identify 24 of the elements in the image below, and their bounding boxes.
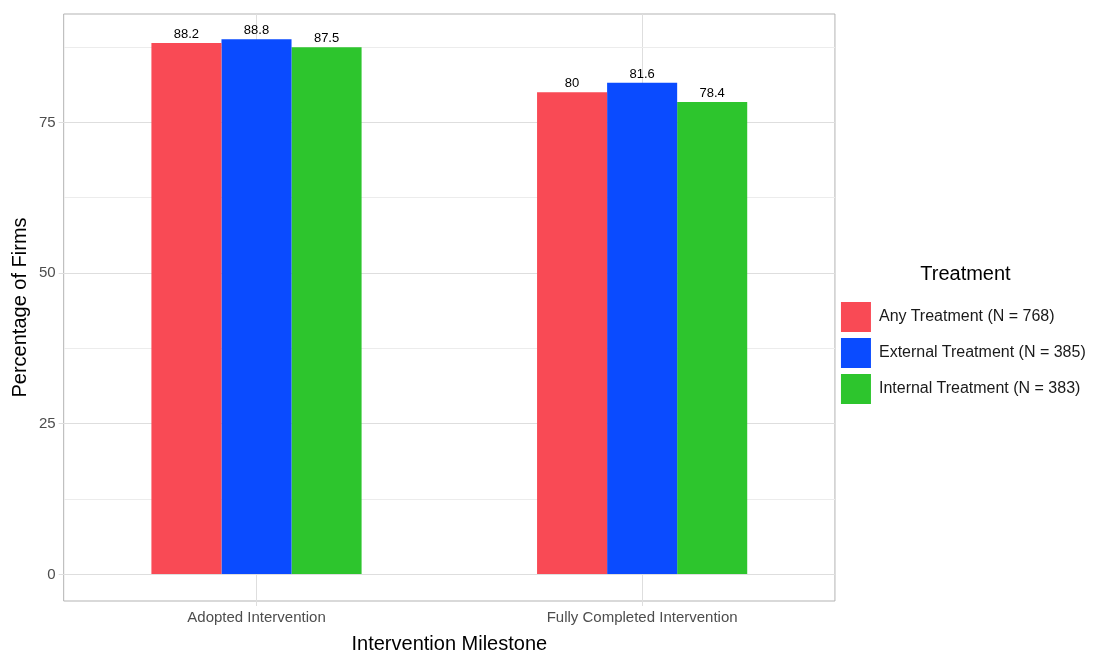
x-axis-title: Intervention Milestone [351, 631, 548, 654]
bar [291, 47, 362, 574]
y-tick-label: 0 [47, 564, 56, 582]
data-label: 88.2 [173, 26, 200, 42]
data-label: 78.4 [699, 85, 725, 101]
y-tick-label: 50 [39, 263, 56, 281]
bar [607, 82, 678, 574]
data-label: 81.6 [629, 65, 655, 81]
bar [151, 42, 222, 574]
bar [221, 39, 292, 574]
x-tick-label: Adopted Intervention [187, 608, 326, 626]
x-tick-label: Fully Completed Intervention [546, 608, 738, 626]
data-label: 88.8 [243, 22, 270, 38]
y-axis-title: Percentage of Firms [7, 217, 30, 398]
bar [677, 101, 748, 574]
bar [537, 92, 608, 574]
data-label: 80 [564, 75, 580, 91]
y-tick-label: 25 [39, 413, 56, 431]
legend-label: Internal Treatment (N = 383) [878, 379, 1081, 397]
legend-label: External Treatment (N = 385) [878, 343, 1086, 361]
y-tick-label: 75 [39, 112, 56, 130]
legend-label: Any Treatment (N = 768) [878, 307, 1055, 325]
data-label: 87.5 [313, 30, 340, 46]
legend-title: Treatment [920, 261, 1012, 284]
